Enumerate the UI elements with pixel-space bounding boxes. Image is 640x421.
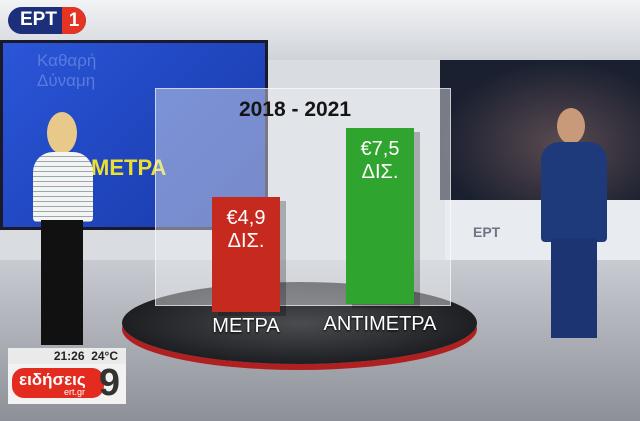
chart-title: 2018 - 2021 [238, 98, 352, 121]
chart-platform [122, 282, 477, 364]
news-show-logo: ειδήσεις ert.gr 9 [8, 362, 126, 404]
data-label-unit: ΔΙΣ. [227, 229, 265, 252]
news-pill: ειδήσεις ert.gr [12, 368, 104, 398]
time: 21:26 [53, 349, 85, 363]
category-label: ΑΝΤΙΜΕΤΡΑ [323, 313, 437, 335]
show-name: ειδήσεις [19, 370, 86, 389]
video-wall-title: Καθαρή Δύναμη [37, 51, 96, 91]
presenter-male [535, 108, 615, 348]
data-label-value: €7,5 [360, 137, 400, 160]
category-label: ΜΕΤΡΑ [212, 315, 280, 337]
video-wall-headline: ΜΕΤΡΑ [91, 155, 167, 180]
website: ert.gr [64, 387, 86, 397]
video-wall-title-line1: Καθαρή [37, 51, 97, 70]
video-wall-title-line2: Δύναμη [37, 71, 96, 90]
studio-screen-label: ΕΡΤ [473, 224, 501, 240]
bar-1: €4,9 ΔΙΣ. [212, 196, 280, 312]
time-temperature: 21:26 24°C [8, 348, 126, 364]
show-number: 9 [98, 362, 120, 404]
bar-2: €7,5 ΔΙΣ. [346, 127, 414, 304]
channel-logo-number: 1 [62, 7, 86, 34]
channel-logo-name: ΕΡΤ [20, 9, 57, 30]
temperature: 24°C [91, 349, 118, 363]
channel-logo: ΕΡΤ 1 [8, 7, 86, 34]
data-label-unit: ΔΙΣ. [361, 160, 399, 183]
data-label-value: €4,9 [226, 206, 266, 229]
presenter-female [25, 112, 100, 347]
